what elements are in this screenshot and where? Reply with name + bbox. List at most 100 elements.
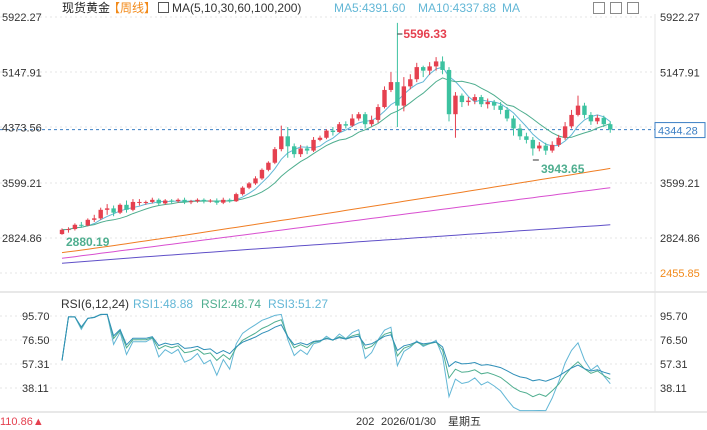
period-selector[interactable]: 【周线】 [108, 1, 157, 15]
y-tick-label-left: 2824.86 [2, 233, 42, 245]
ma60-line [61, 187, 611, 259]
rsi3-readout: RSI3:51.27 [268, 297, 329, 311]
ma5-readout: MA5:4391.60 [334, 1, 406, 15]
candle-body [214, 200, 219, 203]
candle-body [59, 229, 65, 235]
candle-body [562, 126, 568, 138]
candle-body [395, 82, 400, 106]
candle-body [453, 95, 458, 115]
candle-body [401, 86, 407, 106]
candle-body [117, 204, 123, 213]
rsi2-line [61, 313, 611, 398]
candle-body [498, 105, 503, 110]
candle-body [421, 67, 426, 71]
crosshair-weekday: 星期五 [448, 416, 481, 428]
candle-body [233, 194, 239, 202]
instrument-title[interactable]: 现货黄金 [62, 1, 111, 15]
candle-body [608, 124, 613, 130]
candle-body [350, 118, 355, 126]
candle-body [504, 109, 510, 119]
left-marker: 110.86▲ [0, 416, 44, 428]
rsi-tick-label-right: 76.50 [660, 335, 688, 347]
candle-body [388, 82, 394, 90]
candle-body [195, 199, 200, 202]
y-tick-label-right: 2824.86 [660, 233, 700, 245]
ma-params[interactable]: MA(5,10,30,60,100,200) [172, 1, 302, 15]
rsi-params[interactable]: RSI(6,12,24) [61, 297, 130, 311]
candle-body [85, 219, 90, 226]
low-annotation-2: 3943.65 [541, 162, 585, 176]
candle-body [537, 145, 542, 149]
candle-body [175, 199, 181, 202]
rsi-tick-label-left: 76.50 [22, 335, 50, 347]
crosshair-date: 2026/01/30 [381, 416, 437, 428]
candle-body [550, 144, 555, 151]
candle-body [221, 199, 226, 203]
candle-body [569, 114, 574, 127]
candle-body [459, 95, 465, 103]
low-annotation-1: 2880.19 [66, 235, 110, 249]
candle-body [66, 229, 71, 231]
candle-body [156, 199, 161, 204]
rsi-tick-label-right: 57.31 [660, 359, 688, 371]
candle-body [588, 114, 594, 122]
y-tick-label-right: 3599.21 [660, 178, 700, 190]
candle-body [446, 69, 452, 115]
ma-more-readout: MA [502, 1, 520, 15]
candle-body [317, 137, 323, 140]
candle-body [259, 169, 265, 179]
candle-body [72, 224, 78, 230]
candle-body [324, 130, 329, 138]
candle-body [111, 208, 116, 213]
candle-body [414, 67, 419, 80]
y-tick-label-left: 5922.27 [2, 12, 42, 24]
rsi-tick-label-left: 38.11 [22, 383, 49, 395]
rsi-tick-label-right: 38.11 [660, 383, 687, 395]
settings-icon[interactable] [593, 2, 605, 14]
fullscreen-icon[interactable] [610, 2, 622, 14]
candle-body [208, 200, 213, 202]
candle-body [124, 204, 129, 210]
candle-body [137, 201, 142, 203]
candle-body [304, 148, 310, 151]
layout-icon[interactable] [627, 2, 639, 14]
candle-body [356, 114, 361, 119]
y-min-label: 2455.85 [660, 268, 700, 280]
candle-body [556, 137, 561, 145]
ma10-line [61, 77, 611, 231]
candle-body [272, 149, 278, 163]
high-annotation: 5596.33 [403, 27, 447, 41]
ma-settings-icon[interactable] [158, 2, 169, 13]
candle-body [427, 66, 432, 71]
candle-body [485, 102, 490, 105]
candle-body [511, 118, 516, 129]
candle-body [98, 209, 103, 219]
candle-body [433, 61, 439, 67]
candle-body [530, 139, 536, 149]
ma30-line [61, 167, 611, 254]
candle-body [369, 119, 374, 125]
y-tick-label-left: 3599.21 [2, 178, 42, 190]
candle-body [79, 224, 84, 226]
candle-body [253, 178, 258, 184]
y-tick-label-right: 5147.91 [660, 67, 700, 79]
ma100-line [61, 224, 611, 264]
candle-body [292, 146, 297, 155]
candle-body [246, 183, 252, 188]
candle-body [375, 107, 381, 120]
rsi1-line [61, 313, 611, 412]
candle-body [92, 218, 97, 220]
y-tick-label-left: 4373.56 [2, 123, 42, 135]
candle-body [575, 105, 581, 115]
candle-body [479, 97, 484, 105]
candle-body [266, 162, 271, 170]
date-prefix: 202 [356, 416, 375, 428]
candle-body [466, 100, 471, 103]
candle-body [188, 201, 194, 203]
rsi-tick-label-left: 57.31 [22, 359, 50, 371]
candle-body [143, 201, 149, 203]
candle-body [543, 145, 548, 151]
candle-body [240, 187, 245, 195]
candle-body [408, 79, 413, 87]
